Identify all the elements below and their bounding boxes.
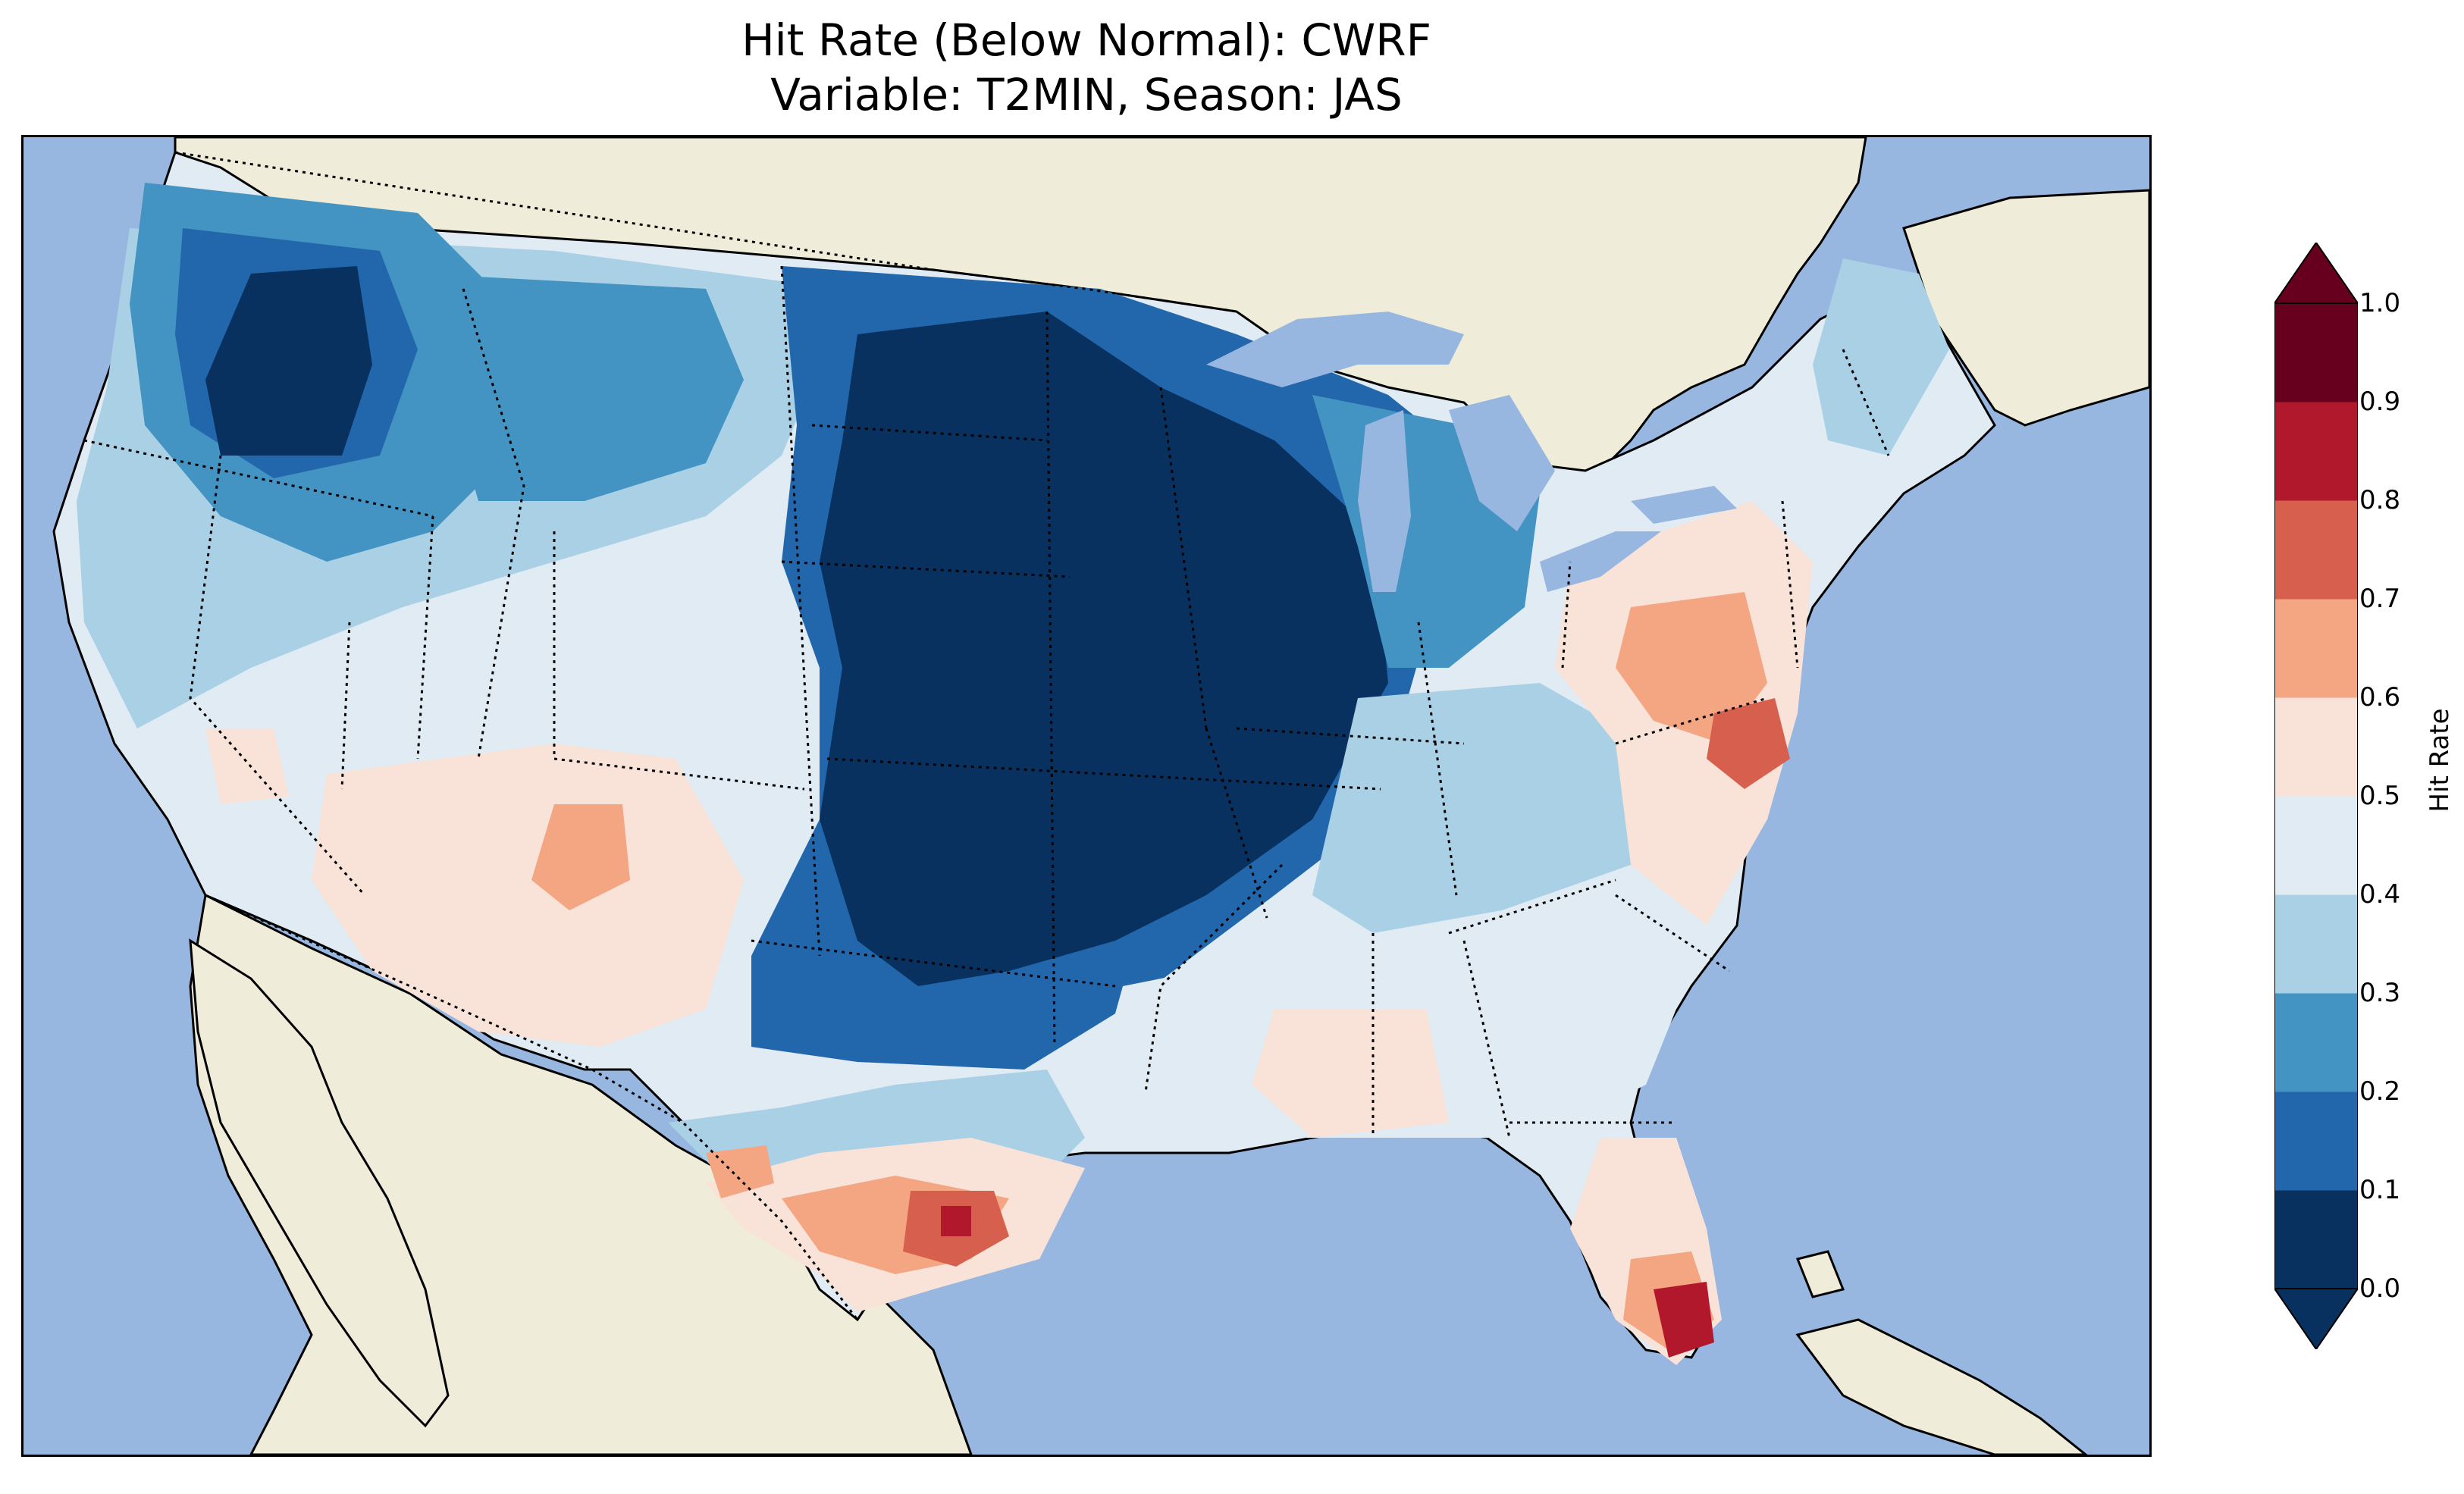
map-canvas xyxy=(24,137,2149,1455)
colorbar-tick-label: 0.5 xyxy=(2359,781,2401,811)
colorbar-bin xyxy=(2274,402,2358,501)
colorbar-outline xyxy=(2274,302,2358,1289)
cuba-land xyxy=(1795,1318,2088,1455)
region-new-england-light xyxy=(1813,258,1949,456)
colorbar-tick-label: 0.7 xyxy=(2359,584,2401,614)
colorbar-tick-label: 0.6 xyxy=(2359,682,2401,713)
region-mid-atlantic-salmon xyxy=(1616,592,1767,744)
colorbar-bin xyxy=(2274,894,2358,994)
colorbar-bins xyxy=(2274,303,2358,1289)
lake-ontario xyxy=(1631,486,1737,524)
colorbar-bin xyxy=(2274,599,2358,698)
great-lakes xyxy=(1206,312,1737,592)
colorbar-tick-label: 0.4 xyxy=(2359,879,2401,910)
map-subtitle: Variable: T2MIN, Season: JAS xyxy=(770,69,1403,121)
region-west-texas-salmon xyxy=(706,1145,774,1198)
region-florida-red xyxy=(1654,1282,1714,1358)
colorbar-bin xyxy=(2274,1190,2358,1289)
region-pacific-nw-darkest xyxy=(205,266,372,456)
colorbar-tick-label: 0.2 xyxy=(2359,1076,2401,1107)
maritimes-land xyxy=(1902,189,2149,427)
map-panel xyxy=(21,135,2152,1457)
region-texas-darkred xyxy=(941,1206,971,1236)
colorbar-bin xyxy=(2274,500,2358,600)
map-title: Hit Rate (Below Normal): CWRF xyxy=(741,14,1431,66)
state-borders xyxy=(83,265,1890,1139)
region-california-pink xyxy=(205,728,289,804)
lake-huron xyxy=(1449,395,1555,531)
colorbar-tick-label: 0.9 xyxy=(2359,387,2401,417)
colorbar-tick-label: 0.1 xyxy=(2359,1175,2401,1205)
bahamas-land xyxy=(1795,1250,1845,1298)
colorbar-tick-label: 0.0 xyxy=(2359,1273,2401,1304)
country-borders xyxy=(174,151,1237,1320)
lake-superior xyxy=(1206,312,1464,387)
colorbar-extend-min xyxy=(2274,1288,2358,1349)
colorbar-tick-label: 0.8 xyxy=(2359,485,2401,515)
region-midwest-darkest xyxy=(820,312,1388,986)
region-northern-rockies xyxy=(418,274,744,501)
colorbar-extend-max xyxy=(2274,243,2358,304)
colorbar-bin xyxy=(2274,1092,2358,1191)
hit-rate-field xyxy=(77,183,1949,1365)
colorbar-bin xyxy=(2274,303,2358,402)
region-ohio-valley xyxy=(1312,683,1646,933)
colorbar-label: Hit Rate xyxy=(2425,708,2455,813)
colorbar-tick-label: 0.3 xyxy=(2359,978,2401,1008)
colorbar-bin xyxy=(2274,796,2358,895)
region-southwest-light-red xyxy=(312,744,744,1047)
region-southwest-salmon xyxy=(531,804,630,910)
colorbar xyxy=(2274,243,2358,1349)
lake-michigan xyxy=(1358,410,1411,592)
baja-land xyxy=(189,938,450,1428)
colorbar-bin xyxy=(2274,993,2358,1092)
colorbar-bin xyxy=(2274,697,2358,797)
colorbar-tick-label: 1.0 xyxy=(2359,288,2401,318)
region-mississippi-pink xyxy=(1252,1009,1449,1138)
region-chesapeake-red xyxy=(1707,698,1790,789)
